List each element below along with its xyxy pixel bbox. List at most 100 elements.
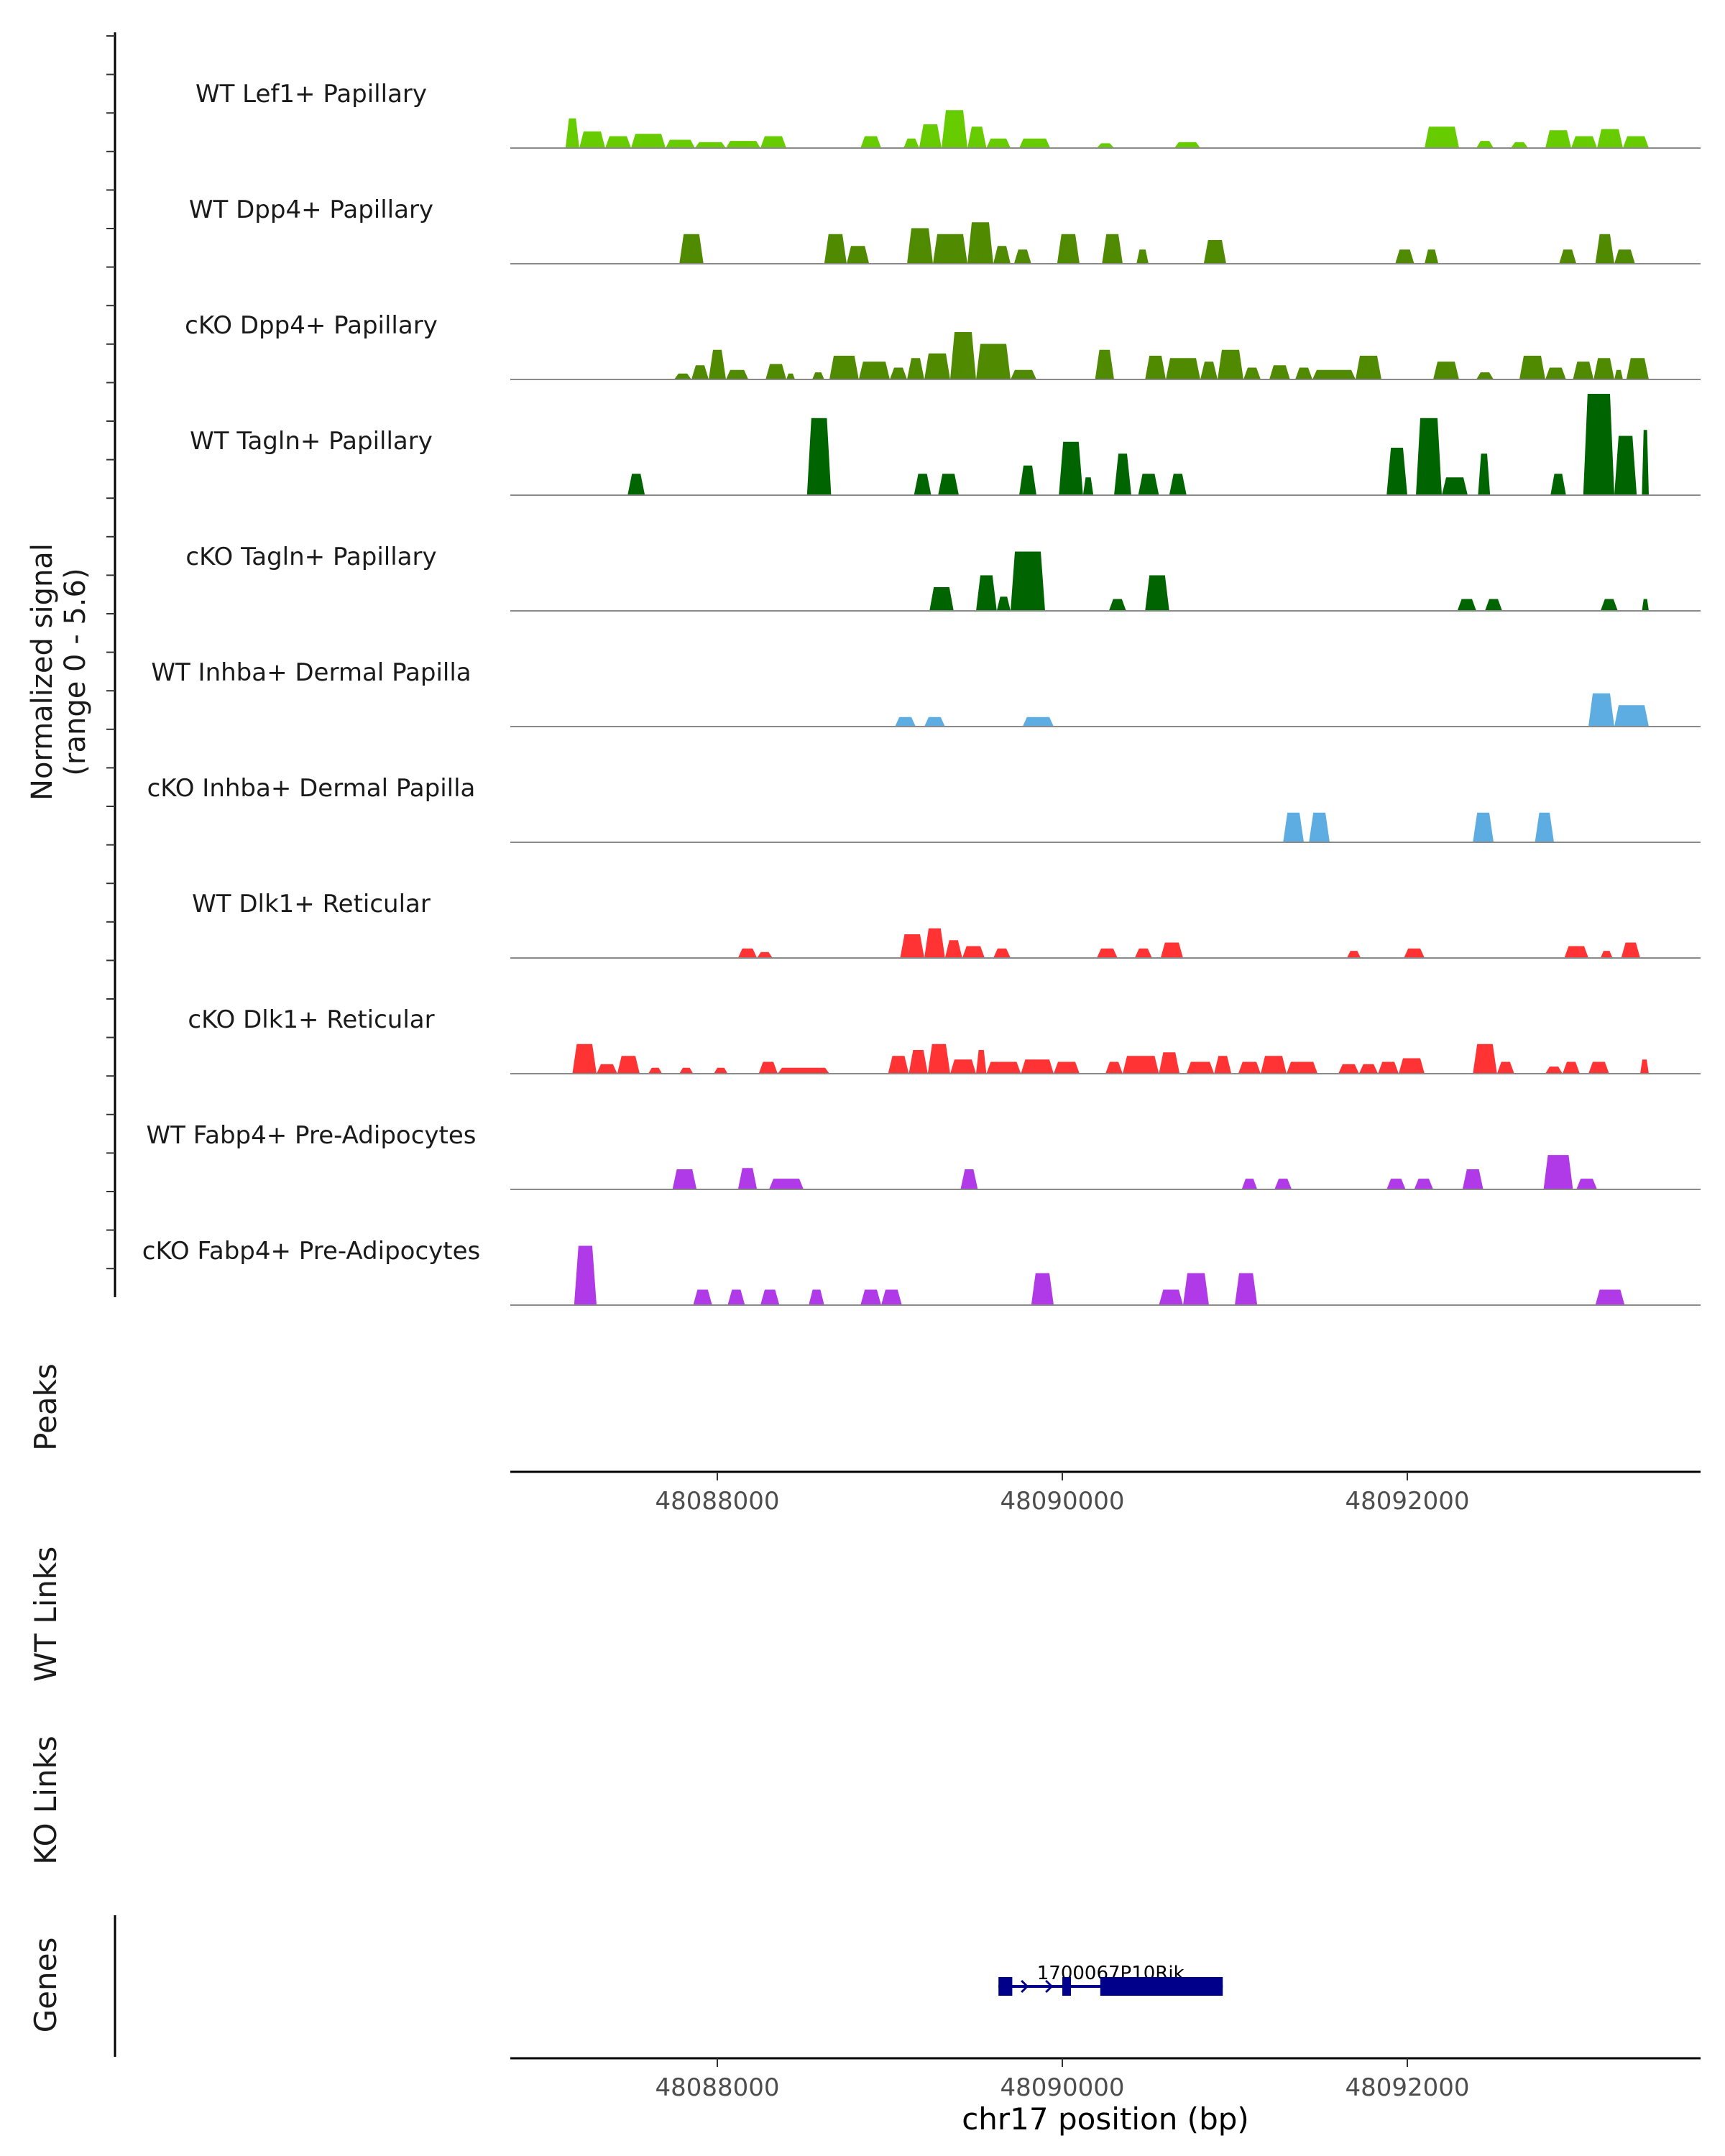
track: WT Dpp4+ Papillary [189,195,1701,264]
signal-region [967,126,987,148]
signal-region [1059,441,1083,495]
signal-region [858,361,890,379]
signal-region [1476,141,1494,148]
track-label: WT Dpp4+ Papillary [189,195,433,224]
signal-region [1614,436,1637,495]
signal-region [942,110,967,148]
signal-region [1203,240,1226,264]
signal-region [927,1044,950,1074]
signal-region [812,372,824,379]
signal-region [806,418,832,495]
track-label: cKO Tagln+ Papillary [185,543,436,571]
track: cKO Tagln+ Papillary [185,543,1701,612]
signal-region [1473,812,1494,842]
signal-region [1261,1056,1287,1074]
signal-region [976,344,1011,379]
signal-region [1105,1061,1123,1074]
signal-region [933,234,967,264]
signal-region [903,138,919,148]
genes-x-ticks: 48088000 48090000 48092000 [655,2058,1470,2102]
signal-region [1614,249,1635,264]
signal-region [1545,367,1566,379]
signal-region [674,373,691,379]
gene-model: 1700067P10Rik [998,1963,1223,1996]
signal-region [1593,358,1614,379]
signal-region [1614,705,1649,727]
signal-y-ticks [106,35,115,1270]
signal-region [1511,142,1528,148]
signal-region [1433,361,1459,379]
signal-region [962,946,985,958]
signal-region [1235,1273,1258,1305]
signal-region [1614,369,1623,379]
signal-region [1425,126,1459,148]
signal-region [1309,812,1330,842]
signal-region [1174,142,1200,148]
signal-region [1386,448,1407,495]
track: WT Tagln+ Papillary [190,394,1701,496]
signal-region [1642,599,1649,611]
signal-region [1386,1179,1406,1189]
signal-region [1404,948,1425,958]
track-label: WT Tagln+ Papillary [190,427,433,456]
signal-region [1626,358,1649,379]
track: WT Fabp4+ Pre-Adipocytes [147,1121,1701,1190]
signal-region [1642,430,1649,495]
signal-region [726,369,749,379]
signal-region [1399,1058,1425,1074]
track: WT Lef1+ Papillary [196,80,1701,149]
signal-region [1169,474,1187,495]
signal-region [950,1059,976,1074]
signal-region [1588,693,1614,727]
signal-region [1095,349,1114,379]
signal-region [1573,361,1594,379]
signal-region [1356,356,1381,379]
signal-region [938,474,959,495]
signal-region [1442,477,1468,495]
signal-ylabel-line2: (range 0 - 5.6) [59,568,92,775]
signal-region [900,934,924,958]
signal-region [1623,136,1649,148]
signal-region [765,364,786,379]
signal-region [1269,365,1290,379]
signal-region [1312,369,1356,379]
signal-region [1295,367,1312,379]
signal-region [1571,136,1597,148]
signal-ylabel-line1: Normalized signal [26,543,59,801]
signal-region [1564,946,1588,958]
signal-region [648,1067,663,1074]
signal-region [1519,356,1545,379]
signal-region [1166,358,1200,379]
signal-region [786,373,795,379]
signal-region [993,246,1011,264]
signal-region [829,356,859,379]
signal-region [1473,1044,1497,1074]
signal-region [907,228,933,264]
peaks-x-tick-label: 48090000 [1000,1487,1124,1516]
signal-region [986,1061,1021,1074]
signal-region [1241,1179,1258,1189]
signal-region [924,717,945,727]
signal-region [1595,1289,1625,1305]
signal-region [1496,1061,1514,1074]
signal-region [757,952,773,958]
signal-region [1600,599,1618,611]
signal-region [1200,361,1218,379]
signal-region [1114,453,1131,495]
genes-x-tick-label: 48090000 [1000,2073,1124,2102]
signal-region [1347,951,1361,958]
signal-region [565,118,579,148]
track-label: WT Fabp4+ Pre-Adipocytes [147,1121,477,1150]
signal-region [1134,948,1152,958]
wt-links-panel-label: WT Links [28,1547,63,1682]
signal-region [572,1044,597,1074]
signal-region [760,1289,780,1305]
signal-region [1145,356,1166,379]
track: cKO Dpp4+ Papillary [185,311,1701,380]
peaks-x-ticks: 48088000 48090000 48092000 [655,1472,1470,1516]
signal-region [895,717,916,727]
signal-region [1588,1061,1609,1074]
track-label: cKO Inhba+ Dermal Papilla [147,774,476,803]
signal-region [1595,234,1614,264]
signal-region [881,1289,902,1305]
